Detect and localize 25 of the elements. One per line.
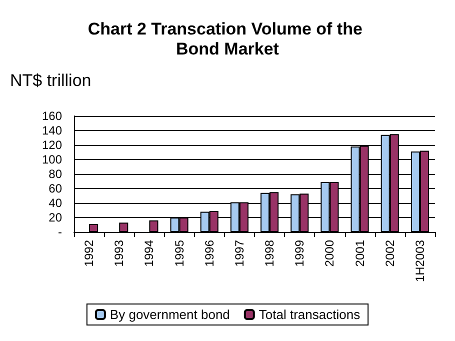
y-tick-label: 80 [48, 167, 62, 181]
y-tick-label: 120 [42, 138, 62, 152]
x-tick-label: 1995 [172, 240, 186, 267]
y-tick-label: 20 [48, 210, 62, 224]
y-tick-label: 160 [42, 109, 62, 123]
legend-label: Total transactions [258, 307, 361, 322]
x-tick-label: 1H2003 [412, 240, 427, 282]
x-tick-label: 1993 [112, 240, 126, 267]
y-tick-label: 140 [42, 124, 62, 138]
x-tick-label: 1999 [292, 240, 307, 267]
y-axis-title: NT$ trillion [10, 71, 92, 90]
x-tick-label: 1992 [82, 240, 96, 267]
y-tick-label: 60 [48, 182, 62, 196]
chart-title: Chart 2 Transcation Volume of the Bond Market [88, 20, 368, 58]
x-tick-label: 1998 [262, 240, 277, 267]
x-tick-label: 1997 [232, 240, 246, 267]
x-tick-label: 2001 [352, 240, 367, 267]
x-tick-label: 2000 [322, 240, 337, 267]
x-tick-label: 1996 [202, 240, 216, 267]
x-tick-label: 1994 [142, 240, 156, 267]
y-tick-label: 40 [48, 196, 62, 210]
y-tick-label: - [58, 225, 62, 239]
legend-label: By government bond [110, 307, 230, 322]
y-tick-label: 100 [42, 152, 62, 166]
x-tick-label: 2002 [382, 240, 397, 267]
